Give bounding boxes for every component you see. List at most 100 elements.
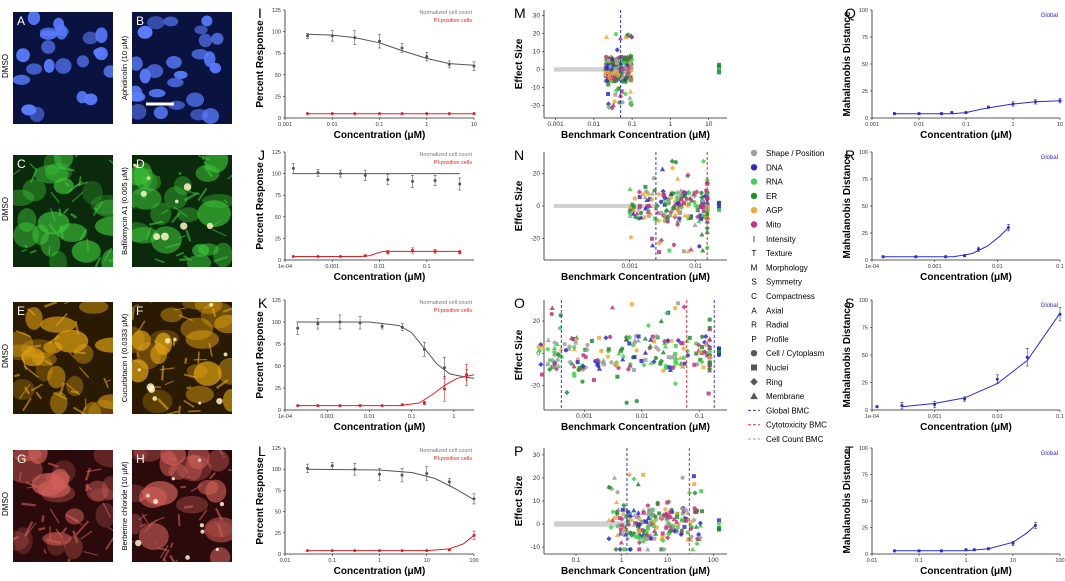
feature-point	[659, 547, 664, 552]
feature-point	[681, 201, 686, 206]
nucleus	[103, 65, 113, 78]
feature-point	[688, 519, 694, 525]
x-tick-label: 0.1	[695, 413, 704, 420]
x-tick-label: 0.01	[689, 263, 702, 270]
feature-point	[693, 524, 699, 529]
feature-point	[631, 512, 637, 518]
feature-point	[606, 92, 611, 97]
feature-point	[676, 210, 682, 216]
feature-point	[636, 522, 643, 528]
feature-point	[660, 531, 665, 536]
data-point	[472, 497, 476, 501]
feature-point	[682, 517, 689, 524]
feature-point	[539, 372, 544, 377]
feature-point	[627, 210, 632, 215]
cell-filament	[55, 313, 68, 327]
data-point	[330, 34, 334, 38]
bright-spot	[206, 222, 214, 230]
feature-point	[646, 203, 653, 208]
data-point	[447, 548, 451, 552]
feature-point	[672, 202, 678, 209]
y-tick-label: 0	[536, 66, 540, 73]
feature-point	[704, 229, 710, 234]
cell-body	[177, 207, 200, 223]
feature-point	[642, 531, 647, 536]
cell-filament	[136, 320, 146, 334]
micrograph-h: H	[132, 450, 232, 562]
nucleus	[186, 92, 205, 107]
feature-point	[667, 527, 673, 533]
feature-point	[609, 65, 616, 71]
cell-body	[185, 330, 220, 349]
x-axis-label: Concentration (μM)	[920, 272, 1012, 283]
feature-point	[679, 362, 685, 368]
feature-point	[685, 352, 691, 358]
feature-point	[632, 196, 637, 201]
feature-point	[652, 536, 657, 541]
y-tick-label: 100	[272, 30, 281, 36]
feature-point	[605, 101, 612, 107]
feature-point	[691, 191, 697, 196]
cell-filament	[74, 520, 90, 536]
cell-filament	[187, 455, 201, 459]
cell-filament	[79, 228, 88, 241]
feature-point	[665, 519, 671, 525]
series-label: Global	[1041, 155, 1058, 161]
nucleus	[94, 47, 108, 61]
feature-point	[589, 338, 594, 343]
cell-filament	[24, 386, 31, 395]
feature-point	[717, 207, 721, 212]
legend-label: Cell Count BMC	[766, 435, 824, 444]
feature-point	[645, 209, 651, 214]
legend-shape	[751, 364, 757, 371]
feature-point	[568, 335, 575, 341]
cell-filament	[27, 485, 39, 489]
feature-point	[717, 201, 721, 206]
feature-point	[595, 361, 600, 366]
data-point	[400, 403, 404, 407]
feature-point	[660, 534, 665, 539]
cell-body	[132, 450, 148, 461]
feature-point	[649, 242, 656, 248]
nucleus	[198, 33, 213, 48]
feature-point	[611, 475, 618, 480]
feature-point	[647, 343, 653, 349]
cell-body	[13, 222, 40, 248]
panel-letter: I	[258, 5, 262, 21]
feature-point	[695, 214, 701, 220]
feature-point	[636, 529, 641, 534]
feature-point	[674, 206, 680, 213]
cell-filament	[48, 335, 60, 345]
feature-point	[618, 348, 623, 353]
feature-point	[669, 165, 676, 171]
y-tick-label: 100	[272, 172, 281, 178]
feature-point	[629, 302, 634, 307]
y-tick-label: 20	[533, 475, 541, 482]
cell-body	[40, 231, 61, 257]
feature-point	[583, 364, 589, 370]
y-tick-label: 50	[275, 510, 281, 516]
feature-point	[638, 214, 644, 220]
feature-point	[699, 190, 704, 196]
nucleus	[194, 25, 208, 35]
data-point	[447, 112, 451, 116]
feature-point	[613, 78, 618, 83]
chart-panel-l: 0 25 50 75 100 125 0.01 0.1 1 10 100 Concentration …	[255, 443, 479, 577]
cell-body	[94, 216, 113, 236]
cell-body	[185, 385, 214, 404]
feature-point	[707, 366, 712, 372]
bright-spot	[200, 529, 205, 534]
cell-body	[13, 530, 29, 552]
chart-panel-q: 0 25 50 75 100 0.001 0.01 0.1 1 10 Concentration (…	[842, 5, 1063, 141]
cell-body	[142, 389, 173, 414]
cell-filament	[202, 155, 205, 161]
cell-body	[210, 547, 231, 562]
x-tick-label: 1	[1011, 122, 1014, 128]
y-axis-label: Effect Size	[514, 38, 525, 89]
feature-point	[669, 158, 675, 164]
panel-letter: R	[845, 147, 855, 163]
micrograph-c: C	[13, 155, 113, 267]
cell-filament	[228, 468, 232, 472]
fit-curve	[297, 321, 475, 379]
y-tick-label: 25	[275, 531, 281, 537]
